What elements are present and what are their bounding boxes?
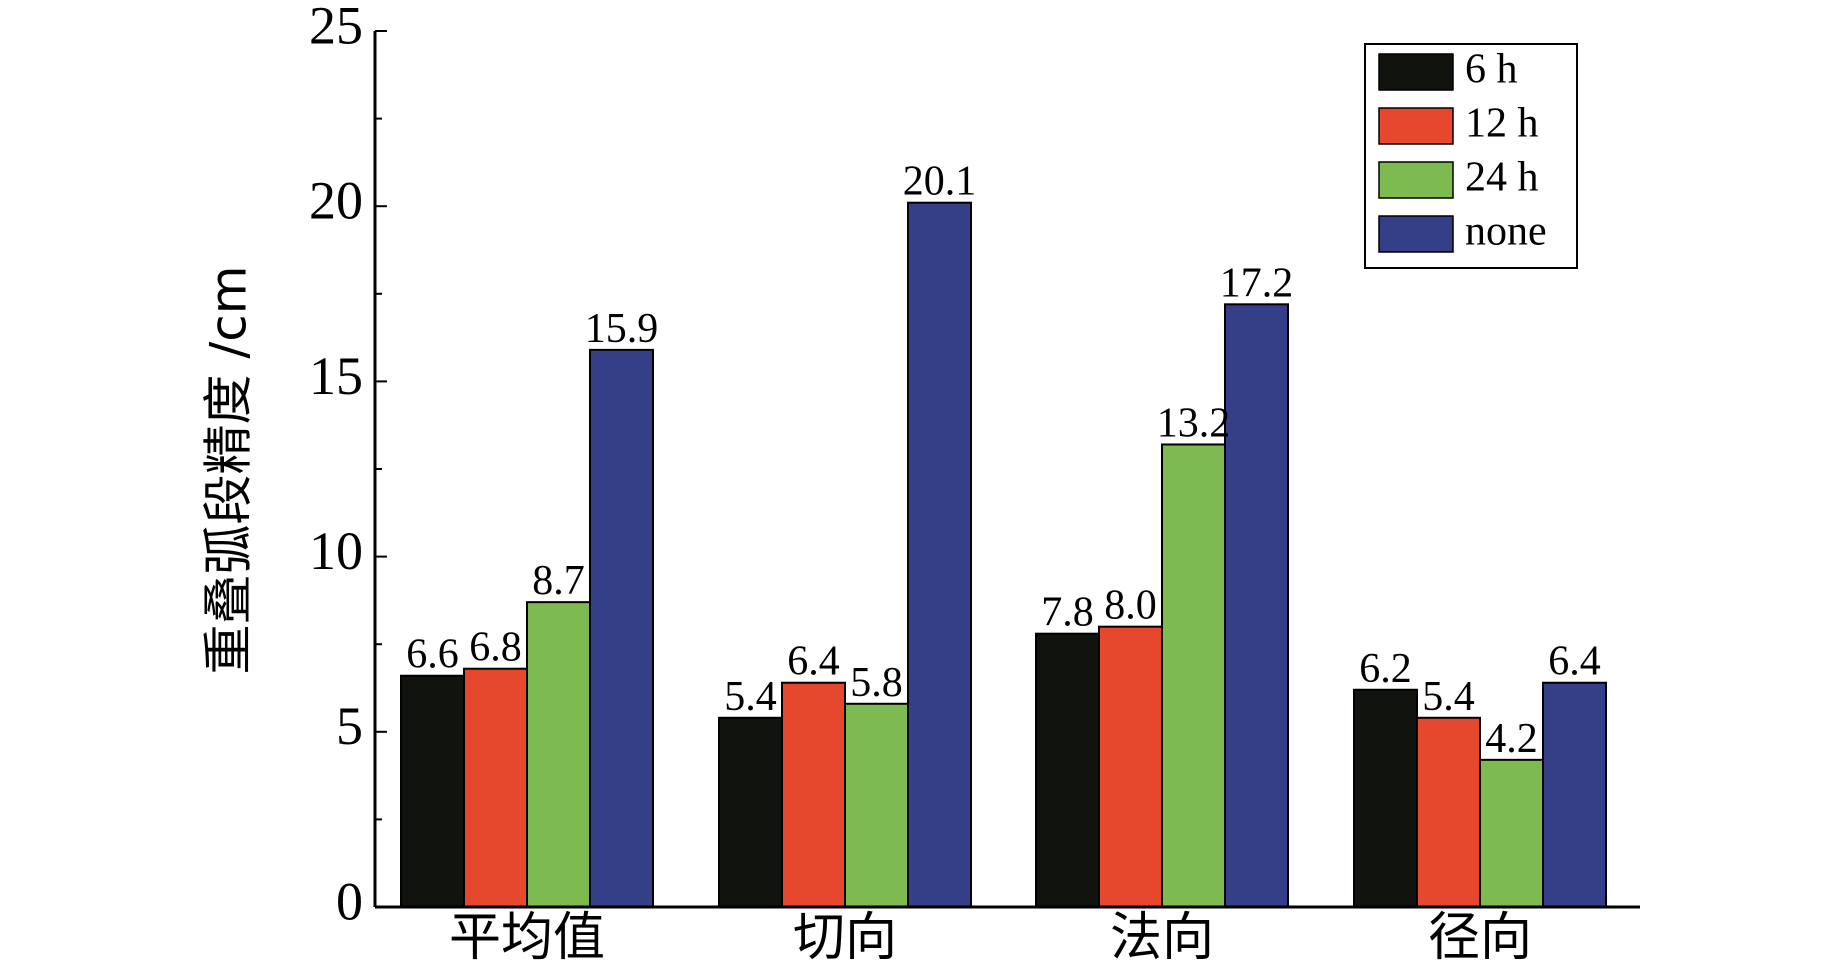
x-tick-label: 平均值 — [449, 908, 605, 968]
data-label: 4.2 — [1485, 716, 1538, 762]
x-tick-label: 径向 — [1428, 908, 1532, 968]
bar-12h-0 — [463, 667, 528, 909]
bar-12h-3 — [1416, 716, 1481, 908]
legend-swatch — [1378, 215, 1454, 253]
data-label: 8.7 — [532, 558, 585, 604]
bar-6h-1 — [718, 716, 783, 908]
bar-none-2 — [1224, 303, 1289, 908]
bar-none-0 — [589, 348, 654, 908]
y-tick-label: 15 — [309, 346, 363, 406]
data-label: 13.2 — [1157, 400, 1231, 446]
bar-6h-0 — [400, 674, 465, 909]
data-label: 5.8 — [850, 660, 903, 706]
data-label: 8.0 — [1104, 583, 1157, 629]
x-tick-label: 法向 — [1110, 908, 1214, 968]
legend-swatch — [1378, 161, 1454, 199]
axes-layer: 0 5 10 15 20 25 平均值 切向 法向 径向 — [309, 0, 1640, 968]
bar-none-3 — [1542, 681, 1607, 909]
bar-24h-2 — [1161, 443, 1226, 908]
data-label: 20.1 — [903, 159, 977, 205]
legend-label: none — [1465, 209, 1547, 255]
data-label: 17.2 — [1220, 260, 1294, 306]
y-tick-label: 5 — [336, 696, 363, 756]
legend-swatch — [1378, 107, 1454, 145]
x-tick-label: 切向 — [793, 908, 897, 968]
bar-none-1 — [907, 201, 972, 909]
data-labels-layer: 6.6 5.4 7.8 6.2 6.8 6.4 8.0 5.4 8.7 5.8 13.2 4.2 15.… — [406, 159, 1601, 762]
data-label: 6.8 — [469, 625, 522, 671]
legend-label: 24 h — [1465, 155, 1539, 201]
y-axis-title: 重叠弧段精度 /cm — [200, 266, 258, 675]
bar-24h-0 — [526, 601, 591, 908]
data-label: 6.4 — [1548, 639, 1601, 685]
bar-24h-3 — [1479, 758, 1544, 908]
data-label: 6.2 — [1359, 646, 1412, 692]
y-tick-label: 20 — [309, 171, 363, 231]
legend-label: 12 h — [1465, 101, 1539, 147]
data-label: 6.4 — [787, 639, 840, 685]
data-label: 7.8 — [1041, 590, 1094, 636]
y-tick-label: 0 — [336, 871, 363, 931]
legend-label: 6 h — [1465, 47, 1518, 93]
data-label: 5.4 — [1422, 674, 1475, 720]
legend-swatch — [1378, 53, 1454, 91]
y-axis-title-group: 重叠弧段精度 /cm — [200, 266, 258, 675]
bar-12h-1 — [781, 681, 846, 909]
bars-layer — [400, 201, 1607, 909]
bar-24h-1 — [844, 702, 909, 908]
data-label: 6.6 — [406, 632, 459, 678]
legend: 6 h 12 h 24 h none — [1364, 43, 1578, 269]
y-tick-label: 10 — [309, 521, 363, 581]
y-tick-label: 25 — [309, 0, 363, 55]
data-label: 15.9 — [585, 306, 659, 352]
bar-6h-2 — [1035, 632, 1100, 908]
bar-12h-2 — [1098, 625, 1163, 908]
data-label: 5.4 — [724, 674, 777, 720]
bar-6h-3 — [1353, 688, 1418, 909]
